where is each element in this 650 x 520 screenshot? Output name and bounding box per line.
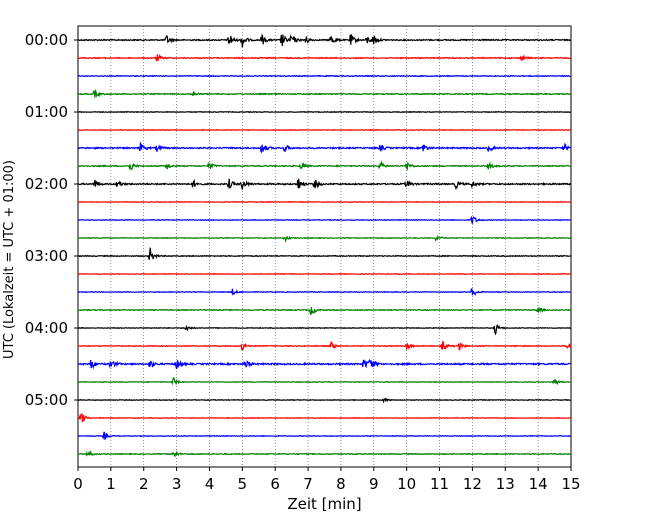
x-tick-label: 2: [139, 475, 149, 493]
x-tick-label: 15: [561, 475, 580, 493]
x-tick-label: 12: [463, 475, 482, 493]
x-axis: 0 1 2 3 4 5 6 7 8 9 10 11 12 13 14 15: [73, 467, 581, 493]
trace-line: [77, 247, 572, 260]
y-tick-label: 01:00: [25, 103, 68, 121]
trace-line: [77, 215, 572, 224]
vertical-grid: [110, 26, 539, 467]
trace-line: [77, 178, 572, 191]
x-tick-label: 3: [172, 475, 182, 493]
x-tick-label: 7: [303, 475, 313, 493]
x-axis-label: Zeit [min]: [287, 495, 361, 513]
trace-line: [77, 431, 572, 440]
x-tick-label: 5: [238, 475, 248, 493]
trace-line: [77, 306, 572, 316]
x-tick-label: 4: [205, 475, 215, 493]
trace-line: [77, 88, 572, 98]
y-axis-label: UTC (Lokalzeit = UTC + 01:00): [2, 160, 17, 359]
trace-line: [77, 200, 572, 204]
x-tick-label: 10: [397, 475, 416, 493]
x-tick-label: 13: [496, 475, 515, 493]
trace-line: [77, 53, 572, 62]
trace-line: [77, 340, 572, 351]
y-axis: 00:00 01:00 02:00 03:00 04:00 05:00: [25, 31, 78, 409]
x-tick-label: 9: [369, 475, 379, 493]
trace-line: [77, 287, 572, 296]
x-tick-label: 14: [529, 475, 548, 493]
x-tick-label: 8: [336, 475, 346, 493]
trace-line: [77, 141, 572, 154]
trace-line: [77, 234, 572, 243]
x-tick-label: 6: [270, 475, 280, 493]
trace-line: [77, 450, 572, 457]
trace-line: [77, 128, 572, 132]
trace-line: [77, 160, 572, 171]
trace-line: [77, 324, 572, 336]
x-tick-label: 0: [73, 475, 83, 493]
trace-line: [77, 377, 572, 386]
y-tick-label: 02:00: [25, 175, 68, 193]
trace-line: [77, 33, 572, 48]
y-tick-label: 05:00: [25, 391, 68, 409]
plot-area: [77, 25, 572, 468]
x-tick-label: 11: [430, 475, 449, 493]
trace-line: [77, 74, 572, 78]
trace-line: [77, 412, 572, 423]
trace-line: [77, 272, 572, 276]
trace-line: [77, 110, 572, 114]
trace-line: [77, 397, 572, 404]
y-tick-label: 00:00: [25, 31, 68, 49]
x-tick-label: 1: [106, 475, 116, 493]
trace-line: [77, 358, 572, 370]
y-tick-label: 03:00: [25, 247, 68, 265]
trace-group: [77, 33, 572, 457]
y-tick-label: 04:00: [25, 319, 68, 337]
